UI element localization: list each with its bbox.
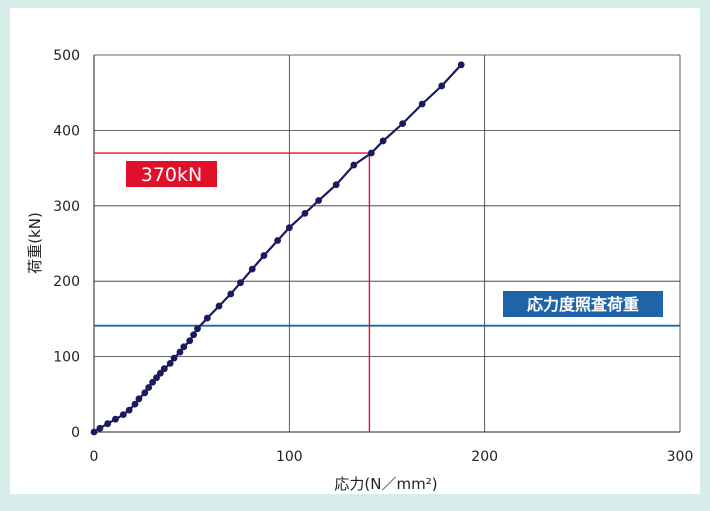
data-point-3 xyxy=(112,415,119,423)
y-tick-label-300: 300 xyxy=(53,199,80,215)
y-tick-label-0: 0 xyxy=(71,425,80,441)
y-axis-label: 荷重(kN) xyxy=(26,212,44,274)
data-point-7 xyxy=(135,395,143,403)
data-point-14 xyxy=(166,359,174,367)
x-tick-label-300: 300 xyxy=(667,449,694,465)
data-point-15 xyxy=(170,354,178,362)
data-point-0 xyxy=(90,428,98,436)
data-point-30 xyxy=(315,197,323,204)
data-point-10 xyxy=(149,378,157,386)
data-point-12 xyxy=(157,369,164,377)
grid xyxy=(93,54,681,433)
x-tick-label-200: 200 xyxy=(471,449,498,465)
data-point-2 xyxy=(104,420,112,428)
data-point-21 xyxy=(203,314,211,322)
data-point-4 xyxy=(119,411,127,419)
data-point-18 xyxy=(186,337,194,345)
data-point-1 xyxy=(96,424,104,432)
load-370kn-box xyxy=(126,161,217,187)
data-point-5 xyxy=(125,406,133,414)
data-point-32 xyxy=(350,161,358,169)
y-tick-label-200: 200 xyxy=(53,274,80,290)
x-axis-label: 応力(N／mm²) xyxy=(334,475,437,493)
data-point-22 xyxy=(215,302,223,310)
data-point-23 xyxy=(227,290,235,298)
data-point-28 xyxy=(285,224,293,232)
data-point-6 xyxy=(131,400,139,408)
check-load-label: 応力度照査荷重 xyxy=(527,295,639,314)
data-point-26 xyxy=(260,252,268,259)
load-370kn-label: 370kN xyxy=(141,164,202,186)
x-tick-label-0: 0 xyxy=(90,449,99,465)
data-point-20 xyxy=(194,325,201,333)
data-point-31 xyxy=(332,181,340,189)
data-point-34 xyxy=(379,137,387,145)
data-point-13 xyxy=(160,365,168,373)
data-point-29 xyxy=(301,209,309,217)
annotation-labels: 370kN 応力度照査荷重 xyxy=(126,161,663,317)
data-point-11 xyxy=(153,374,160,382)
tick-labels: 0 100 200 300 400 500 0 100 200 300 xyxy=(53,48,693,465)
data-point-25 xyxy=(248,265,256,273)
data-point-35 xyxy=(399,120,407,128)
y-tick-label-500: 500 xyxy=(53,48,80,64)
data-point-33 xyxy=(367,149,375,157)
x-tick-label-100: 100 xyxy=(276,449,303,465)
data-point-16 xyxy=(176,348,184,356)
y-tick-label-100: 100 xyxy=(53,350,80,366)
data-point-19 xyxy=(190,331,198,339)
data-point-36 xyxy=(418,100,426,108)
data-point-24 xyxy=(237,279,244,287)
y-tick-label-400: 400 xyxy=(53,123,80,139)
reference-lines xyxy=(94,152,680,432)
data-point-8 xyxy=(141,389,149,397)
series-group xyxy=(90,61,465,436)
check-load-box xyxy=(503,291,663,317)
data-point-9 xyxy=(145,384,153,391)
data-point-38 xyxy=(457,61,465,69)
data-point-17 xyxy=(180,343,188,351)
data-point-27 xyxy=(274,237,282,244)
data-point-37 xyxy=(438,82,446,90)
